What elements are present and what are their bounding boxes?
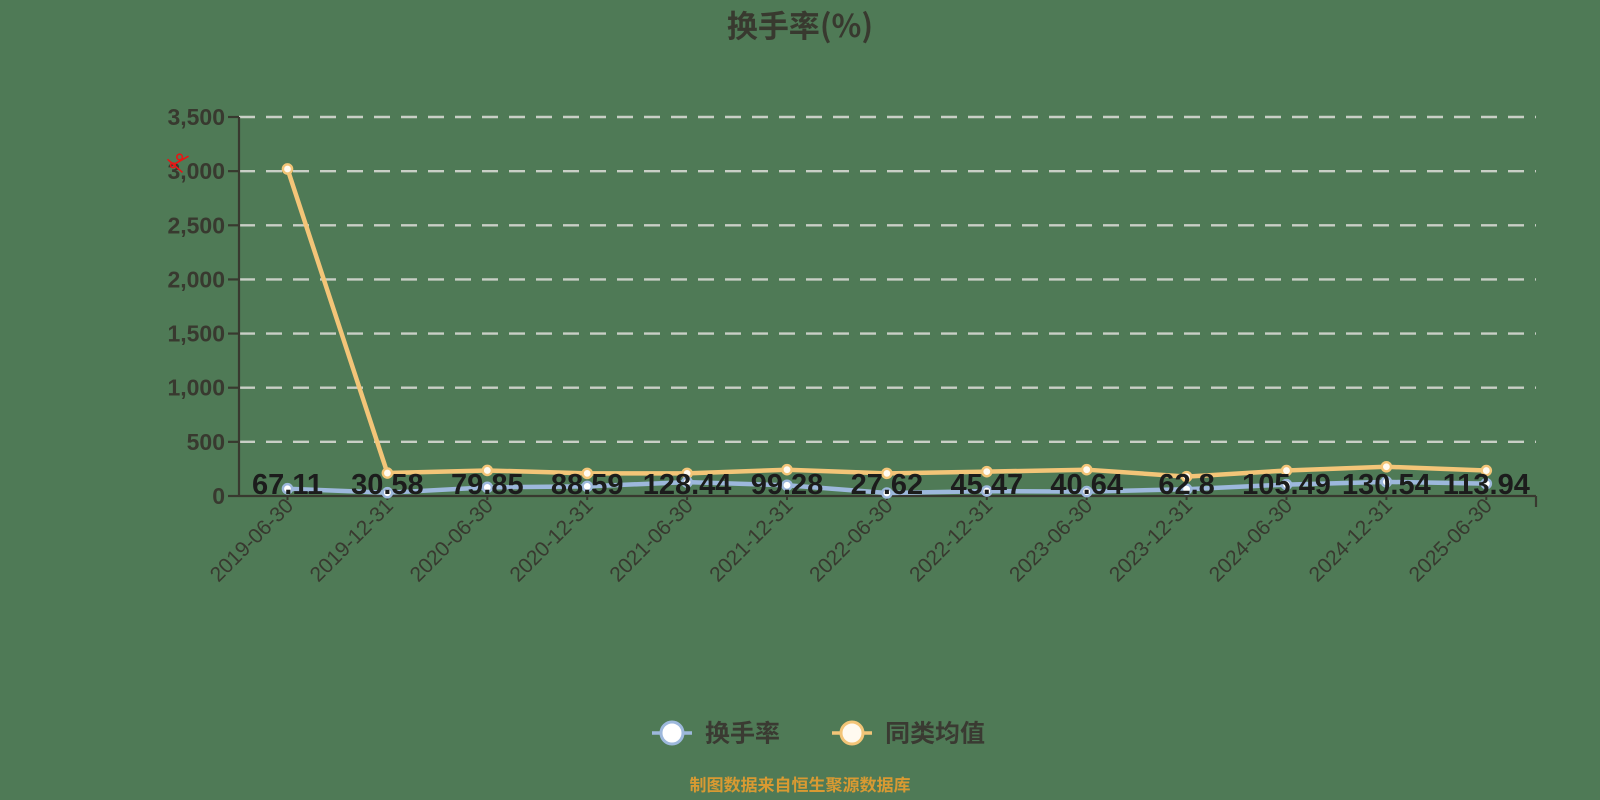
svg-text:99.28: 99.28 [751, 469, 824, 501]
svg-text:500: 500 [187, 429, 225, 455]
svg-text:45.47: 45.47 [951, 469, 1024, 501]
svg-text:105.49: 105.49 [1242, 469, 1331, 501]
svg-text:0: 0 [212, 483, 225, 509]
svg-text:27.62: 27.62 [851, 469, 924, 501]
svg-text:制图数据来自恒生聚源数据库: 制图数据来自恒生聚源数据库 [690, 771, 911, 796]
svg-text:2,000: 2,000 [167, 266, 225, 292]
svg-text:130.54: 130.54 [1342, 469, 1431, 501]
svg-text:40.64: 40.64 [1050, 469, 1123, 501]
svg-text:128.44: 128.44 [643, 469, 732, 501]
svg-text:1,000: 1,000 [167, 375, 225, 401]
svg-text:换手率(%): 换手率(%) [727, 1, 873, 46]
svg-text:3,000: 3,000 [167, 158, 225, 184]
svg-text:113.94: 113.94 [1443, 469, 1530, 501]
svg-text:30.58: 30.58 [351, 469, 424, 501]
svg-text:79.85: 79.85 [451, 469, 524, 501]
svg-text:88.59: 88.59 [551, 469, 624, 501]
svg-text:67.11: 67.11 [252, 469, 323, 501]
svg-text:换手率: 换手率 [705, 714, 780, 750]
svg-text:2,500: 2,500 [167, 212, 225, 238]
svg-text:62.8: 62.8 [1158, 469, 1214, 501]
svg-text:同类均值: 同类均值 [885, 714, 985, 750]
svg-text:3,500: 3,500 [167, 104, 225, 130]
svg-text:1,500: 1,500 [167, 321, 225, 347]
